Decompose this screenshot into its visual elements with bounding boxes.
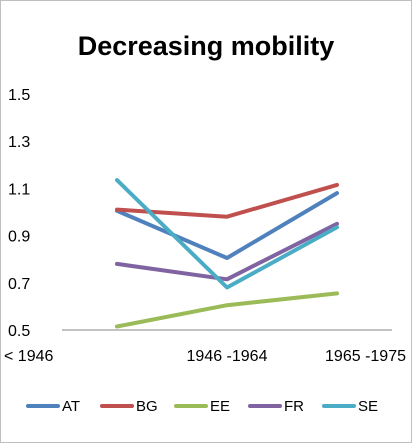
y-tick-label: 1.5 — [8, 87, 30, 104]
x-axis-tick-labels: < 1946 1946 -1964 1965 -1975 — [4, 348, 406, 365]
legend-label-se: SE — [358, 398, 378, 415]
series-line-ee — [115, 291, 339, 329]
series-lines — [115, 178, 339, 329]
legend-label-fr: FR — [284, 398, 304, 415]
x-tick-label: 1946 -1964 — [187, 348, 268, 365]
series-line-at — [115, 191, 339, 260]
legend: AT BG EE FR SE — [26, 398, 378, 415]
x-tick-label: < 1946 — [4, 348, 53, 365]
y-axis-tick-labels: 1.5 1.3 1.1 0.9 0.7 0.5 — [8, 87, 30, 340]
legend-label-bg: BG — [136, 398, 158, 415]
y-tick-label: 0.5 — [8, 323, 30, 340]
chart-title: Decreasing mobility — [78, 31, 335, 61]
series-line-fr — [115, 221, 339, 282]
legend-label-ee: EE — [210, 398, 230, 415]
x-tick-label: 1965 -1975 — [325, 348, 406, 365]
y-tick-label: 1.1 — [8, 181, 30, 198]
series-line-se — [115, 178, 339, 290]
legend-label-at: AT — [62, 398, 80, 415]
series-line-bg — [115, 182, 339, 219]
y-tick-label: 1.3 — [8, 134, 30, 151]
y-tick-label: 0.7 — [8, 276, 30, 293]
y-tick-label: 0.9 — [8, 229, 30, 246]
